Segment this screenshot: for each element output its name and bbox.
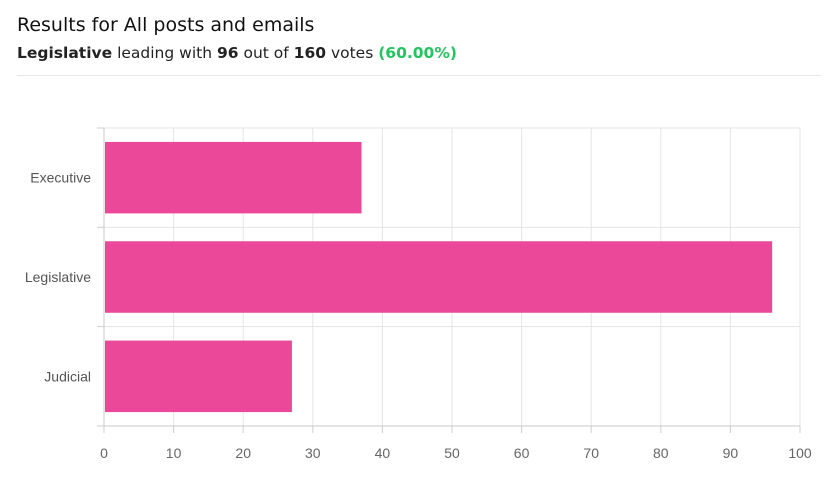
results-title: Results for All posts and emails [17,14,315,36]
leader-name: Legislative [17,44,113,62]
x-tick-label: 70 [583,445,599,461]
category-label: Judicial [44,368,91,384]
votes-text: votes [326,44,379,62]
bar-executive [105,141,362,214]
x-tick-label: 0 [100,445,108,461]
category-label: Executive [30,170,91,186]
x-tick-label: 20 [235,445,251,461]
x-tick-label: 50 [444,445,460,461]
header-divider [17,75,821,76]
x-tick-label: 60 [514,445,530,461]
category-label: Legislative [25,269,91,285]
leader-votes: 96 [216,44,239,62]
bar-judicial [105,340,292,413]
leading-text: leading with [112,44,217,62]
bar-legislative [105,241,773,313]
x-tick-label: 80 [653,445,669,461]
x-tick-label: 40 [375,445,391,461]
results-summary: Legislative leading with 96 out of 160 v… [17,44,457,62]
x-tick-label: 100 [788,445,812,461]
x-tick-label: 10 [166,445,182,461]
x-tick-label: 90 [723,445,739,461]
leader-percent: (60.00%) [378,44,457,62]
out-of-text: out of [238,44,294,62]
x-tick-label: 30 [305,445,321,461]
total-votes: 160 [293,44,327,62]
